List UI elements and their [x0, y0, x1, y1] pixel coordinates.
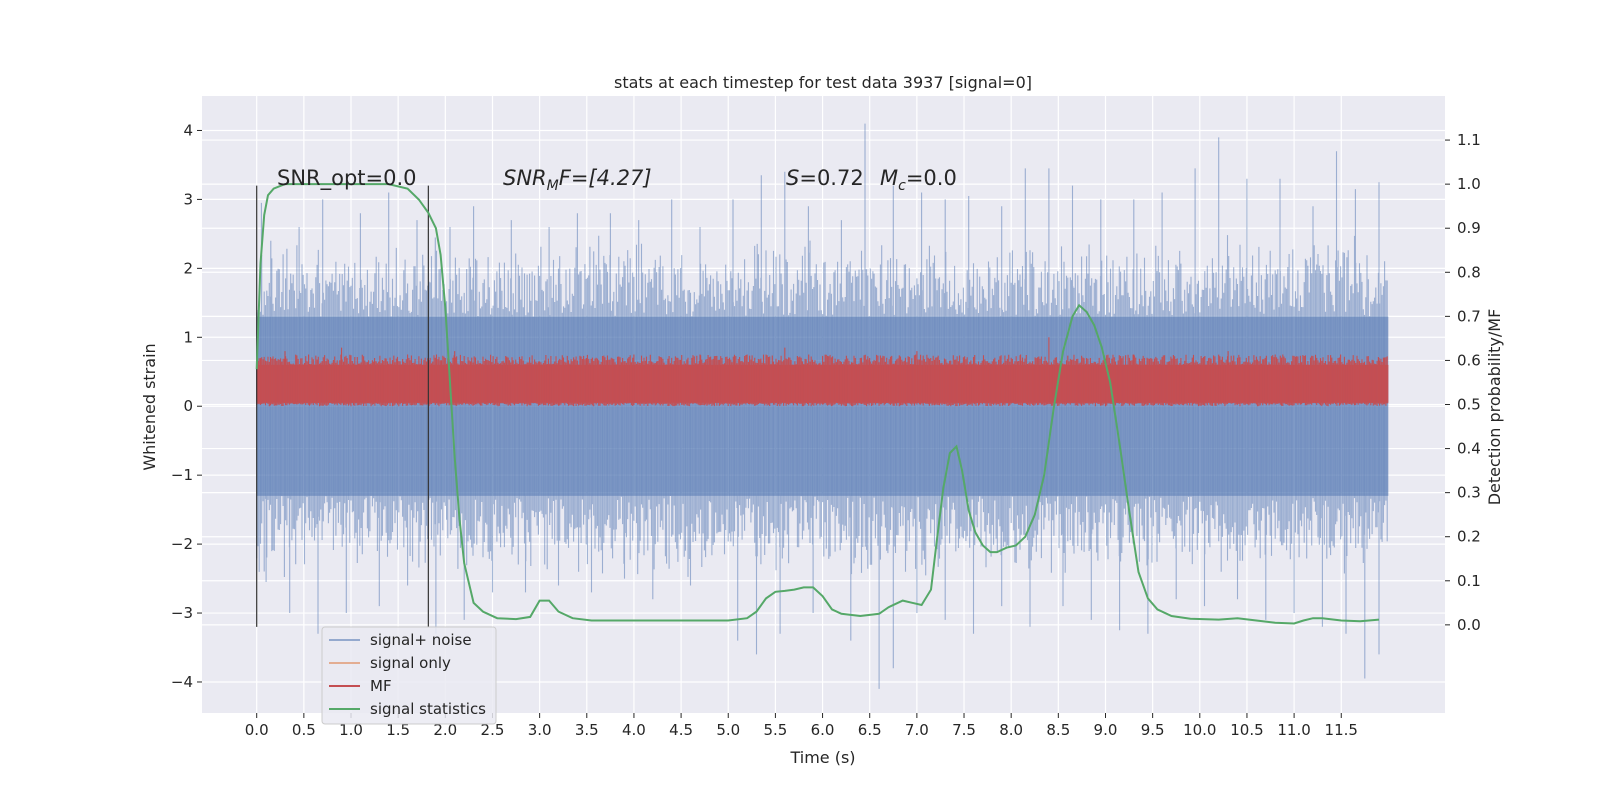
y-right-tick-label-5: 0.5	[1457, 396, 1481, 414]
y-right-tick-label-8: 0.8	[1457, 263, 1481, 281]
x-tick-label-16: 8.0	[999, 721, 1023, 739]
y-right-tick-label-3: 0.3	[1457, 484, 1481, 502]
x-tick-label-19: 9.5	[1141, 721, 1165, 739]
x-axis-label: Time (s)	[789, 748, 855, 767]
y-tick-label-0: −4	[171, 673, 193, 691]
x-tick-label-18: 9.0	[1094, 721, 1118, 739]
x-tick-label-14: 7.0	[905, 721, 929, 739]
signal-statistics-layer	[255, 183, 1380, 625]
x-tick-label-20: 10.0	[1183, 721, 1216, 739]
x-tick-label-7: 3.5	[575, 721, 599, 739]
y-right-tick-label-4: 0.4	[1457, 440, 1481, 458]
x-tick-label-4: 2.0	[433, 721, 457, 739]
y-right-tick-label-10: 1.0	[1457, 175, 1481, 193]
y-right-tick-label-7: 0.7	[1457, 307, 1481, 325]
x-tick-label-11: 5.5	[763, 721, 787, 739]
x-tick-label-5: 2.5	[481, 721, 505, 739]
annotation-s: S=0.72	[786, 166, 864, 190]
y-tick-label-8: 4	[183, 121, 193, 139]
x-tick-label-22: 11.0	[1277, 721, 1310, 739]
x-tick-label-13: 6.5	[858, 721, 882, 739]
x-tick-label-10: 5.0	[716, 721, 740, 739]
y-right-tick-label-0: 0.0	[1457, 616, 1481, 634]
legend-label-signal-statistics: signal statistics	[370, 700, 486, 718]
y-right-axis-ticks: 0.0 0.1 0.2 0.3 0.4 0.5 0.6 0.7 0.8 0.9 1.0 1.1	[1445, 131, 1481, 634]
y-tick-label-6: 2	[183, 259, 193, 277]
legend-box	[321, 626, 497, 725]
y-right-tick-label-9: 0.9	[1457, 219, 1481, 237]
y-axis-label: Whitened strain	[140, 343, 159, 470]
x-tick-label-3: 1.5	[386, 721, 410, 739]
x-tick-label-2: 1.0	[339, 721, 363, 739]
y-right-tick-label-6: 0.6	[1457, 351, 1481, 369]
legend-label-mf: MF	[370, 677, 392, 695]
x-tick-label-9: 4.5	[669, 721, 693, 739]
legend: signal+ noise signal only MF signal stat…	[321, 626, 497, 725]
legend-label-signal-only: signal only	[370, 654, 451, 672]
annotation-snr-opt: SNR_opt=0.0	[277, 166, 417, 191]
y-tick-label-1: −3	[171, 604, 193, 622]
chart-title: stats at each timestep for test data 393…	[614, 73, 1032, 92]
y-tick-label-7: 3	[183, 190, 193, 208]
y-right-axis-label: Detection probability/MF	[1485, 309, 1504, 506]
y-tick-label-2: −2	[171, 535, 193, 553]
x-tick-label-23: 11.5	[1325, 721, 1358, 739]
annotation-mc: Mc=0.0	[880, 166, 957, 194]
mf-layer	[256, 337, 1389, 407]
annotation-snr-mf: SNRMF=[4.27]	[503, 166, 652, 194]
y-right-tick-label-1: 0.1	[1457, 572, 1481, 590]
y-tick-label-3: −1	[171, 466, 193, 484]
x-tick-label-12: 6.0	[811, 721, 835, 739]
signal-statistics-line	[255, 183, 1380, 625]
y-right-tick-label-2: 0.2	[1457, 528, 1481, 546]
y-tick-label-5: 1	[183, 328, 193, 346]
x-tick-label-6: 3.0	[528, 721, 552, 739]
y-axis-ticks: −4 −3 −2 −1 0 1 2 3 4	[171, 121, 202, 691]
y-right-tick-label-11: 1.1	[1457, 131, 1481, 149]
y-tick-label-4: 0	[183, 397, 193, 415]
x-tick-label-15: 7.5	[952, 721, 976, 739]
legend-label-signal-noise: signal+ noise	[370, 631, 472, 649]
x-tick-label-8: 4.0	[622, 721, 646, 739]
x-tick-label-0: 0.0	[245, 721, 269, 739]
x-axis-ticks: 0.0 0.5 1.0 1.5 2.0 2.5 3.0 3.5 4.0 4.5 5.0 5.5 6.0 6…	[245, 713, 1358, 739]
x-tick-label-21: 10.5	[1230, 721, 1263, 739]
vertical-markers	[256, 185, 429, 627]
signal-noise-layer	[256, 123, 1389, 689]
x-tick-label-1: 0.5	[292, 721, 316, 739]
x-tick-label-17: 8.5	[1046, 721, 1070, 739]
